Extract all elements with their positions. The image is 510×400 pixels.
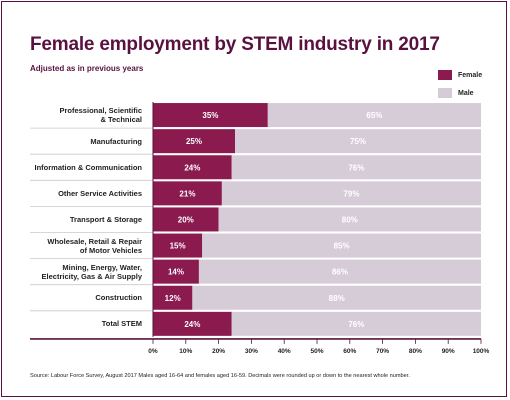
data-label-female-8: 24% — [184, 320, 200, 329]
category-label-text-6: Mining, Energy, Water, Electricity, Gas &… — [42, 263, 142, 281]
bar-female-3 — [153, 181, 222, 206]
bar-female-6 — [153, 259, 199, 284]
category-label-line: Information & Communication — [34, 162, 143, 172]
bar-male-0 — [267, 103, 481, 128]
bar-male-1 — [235, 129, 481, 154]
category-label-line: Mining, Energy, Water, — [62, 262, 142, 272]
data-label-male-4: 80% — [342, 215, 358, 224]
category-label-line: Construction — [95, 293, 142, 303]
data-label-male-1: 75% — [350, 137, 366, 146]
x-tick-label-7: 70% — [376, 348, 389, 355]
category-label-line: Other Service Activities — [58, 188, 142, 198]
bar-male-4 — [218, 207, 481, 232]
data-label-male-5: 85% — [334, 242, 350, 251]
x-tick-label-8: 80% — [409, 348, 422, 355]
data-label-female-7: 12% — [165, 294, 181, 303]
bar-male-2 — [231, 155, 481, 180]
category-label-4: Transport & Storage — [22, 206, 142, 232]
category-label-text-3: Other Service Activities — [58, 189, 142, 198]
data-label-male-7: 88% — [329, 294, 345, 303]
chart-title: Female employment by STEM industry in 20… — [30, 34, 440, 55]
source-note: Source: Labour Force Survey, August 2017… — [30, 373, 410, 379]
category-label-line: Manufacturing — [90, 136, 142, 146]
bar-male-6 — [198, 259, 482, 284]
x-tick-label-5: 50% — [310, 348, 323, 355]
category-label-1: Manufacturing — [22, 128, 142, 154]
x-tick-label-2: 20% — [212, 348, 225, 355]
bar-female-2 — [153, 155, 232, 180]
category-label-line: & Technical — [100, 115, 142, 125]
category-label-2: Information & Communication — [22, 154, 143, 180]
category-label-text-7: Construction — [95, 293, 142, 302]
x-tick-label-3: 30% — [245, 348, 258, 355]
data-label-male-6: 86% — [332, 268, 348, 277]
data-label-female-3: 21% — [179, 189, 195, 198]
data-label-female-4: 20% — [178, 215, 194, 224]
data-label-male-2: 76% — [348, 163, 364, 172]
bar-male-8 — [231, 311, 481, 336]
category-label-3: Other Service Activities — [22, 180, 142, 206]
category-label-5: Wholesale, Retail & Repair of Motor Vehic… — [22, 233, 142, 259]
data-label-female-2: 24% — [184, 163, 200, 172]
bar-female-8 — [153, 311, 232, 336]
x-tick-label-4: 40% — [278, 348, 291, 355]
legend-label-male: Male — [458, 89, 474, 97]
bar-male-3 — [221, 181, 481, 206]
legend-swatch-female — [438, 70, 452, 80]
x-tick-label-6: 60% — [343, 348, 356, 355]
category-label-text-1: Manufacturing — [90, 137, 142, 146]
data-label-male-8: 76% — [348, 320, 364, 329]
x-tick-label-1: 10% — [179, 348, 192, 355]
legend-item-male: Male — [438, 87, 482, 99]
category-label-line: Total STEM — [101, 319, 142, 329]
x-tick-label-9: 90% — [442, 348, 455, 355]
data-label-female-0: 35% — [202, 111, 218, 120]
x-tick-label-0: 0% — [148, 348, 158, 355]
data-label-female-6: 14% — [168, 268, 184, 277]
category-label-8: Total STEM — [22, 311, 142, 337]
legend-item-female: Female — [438, 69, 482, 81]
bar-male-7 — [192, 285, 482, 310]
bar-female-4 — [153, 207, 219, 232]
category-label-text-2: Information & Communication — [35, 163, 143, 172]
category-label-0: Professional, Scientific & Technical — [22, 102, 142, 128]
bar-female-1 — [153, 129, 235, 154]
data-label-male-0: 65% — [366, 111, 382, 120]
category-label-line: Electricity, Gas & Air Supply — [41, 271, 142, 281]
category-label-text-4: Transport & Storage — [70, 215, 142, 224]
legend: Female Male — [438, 69, 482, 105]
category-label-text-0: Professional, Scientific & Technical — [59, 106, 142, 124]
category-label-text-8: Total STEM — [102, 319, 142, 328]
data-label-female-5: 15% — [170, 242, 186, 251]
category-label-6: Mining, Energy, Water, Electricity, Gas &… — [22, 259, 142, 285]
category-label-7: Construction — [22, 285, 142, 311]
legend-swatch-male — [438, 88, 452, 98]
legend-label-female: Female — [458, 71, 483, 79]
data-label-female-1: 25% — [186, 137, 202, 146]
x-tick-label-10: 100% — [473, 348, 490, 355]
bar-female-5 — [153, 233, 203, 258]
bar-male-5 — [202, 233, 481, 258]
category-label-line: Professional, Scientific — [59, 106, 142, 116]
category-label-line: of Motor Vehicles — [79, 245, 142, 255]
bar-female-0 — [153, 103, 268, 128]
category-label-line: Transport & Storage — [69, 214, 142, 224]
category-label-text-5: Wholesale, Retail & Repair of Motor Vehic… — [47, 237, 142, 255]
chart-subtitle: Adjusted as in previous years — [30, 64, 144, 73]
bar-female-7 — [153, 285, 193, 310]
category-label-line: Wholesale, Retail & Repair — [47, 236, 142, 246]
data-label-male-3: 79% — [343, 189, 359, 198]
